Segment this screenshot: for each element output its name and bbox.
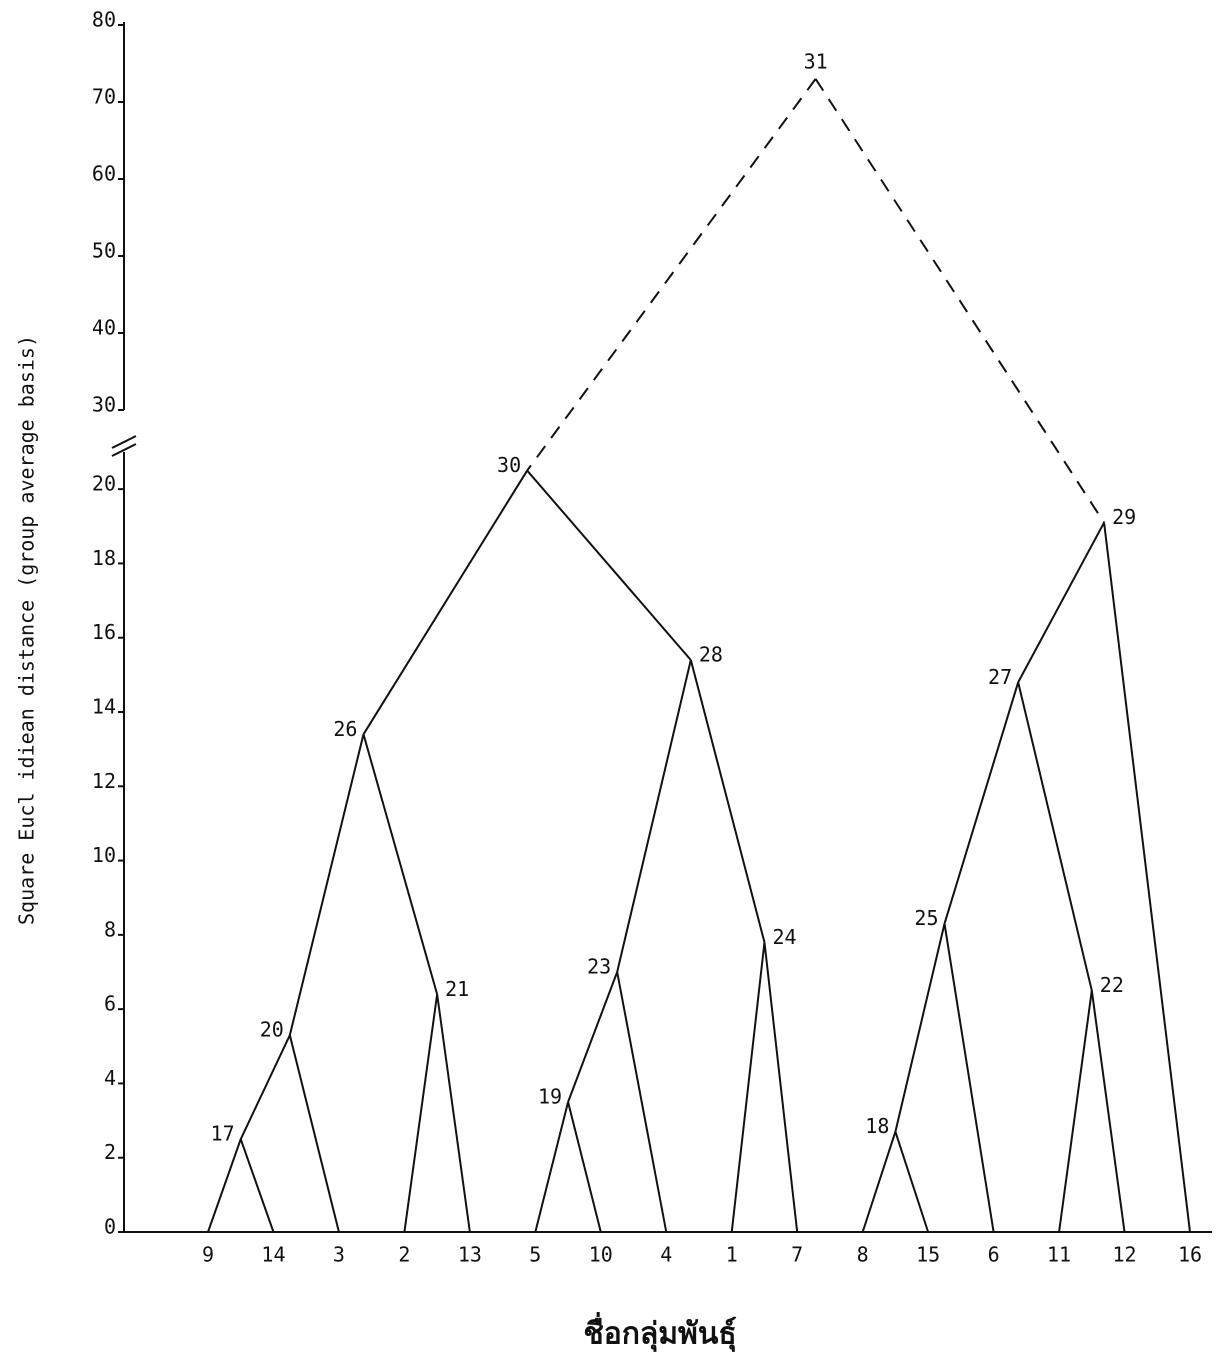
leaf-label: 10 — [589, 1243, 613, 1267]
leaf-label: 15 — [916, 1243, 940, 1267]
branch — [568, 1102, 601, 1232]
branch — [363, 471, 527, 735]
y-tick-label: 30 — [92, 393, 116, 417]
branch — [617, 972, 666, 1232]
y-tick-label: 50 — [92, 239, 116, 263]
y-tick-label: 6 — [104, 992, 116, 1016]
node-label: 22 — [1100, 973, 1124, 997]
leaf-label: 8 — [857, 1243, 869, 1267]
node-label: 28 — [699, 643, 723, 667]
leaf-label: 11 — [1047, 1243, 1071, 1267]
leaf-label: 16 — [1178, 1243, 1202, 1267]
leaf-label: 2 — [398, 1243, 410, 1267]
branch — [241, 1139, 274, 1232]
y-tick-label: 20 — [92, 472, 116, 496]
branch — [1092, 991, 1125, 1232]
branch — [691, 660, 765, 942]
leaf-label: 1 — [726, 1243, 738, 1267]
branch — [764, 942, 797, 1232]
leaf-label: 6 — [988, 1243, 1000, 1267]
branch — [732, 942, 765, 1232]
branch — [617, 660, 691, 972]
branch — [1018, 682, 1092, 990]
leaf-label: 9 — [202, 1243, 214, 1267]
node-label: 23 — [587, 955, 611, 979]
y-tick-label: 14 — [92, 695, 116, 719]
branch — [404, 994, 437, 1232]
y-tick-label: 16 — [92, 620, 116, 644]
y-axis-label: Square Eucl idiean distance (group avera… — [15, 335, 39, 925]
branch — [208, 1139, 241, 1232]
y-tick-label: 70 — [92, 85, 116, 109]
y-tick-label: 40 — [92, 316, 116, 340]
branch — [290, 1035, 339, 1232]
branch — [241, 1035, 290, 1139]
branch — [527, 471, 691, 660]
node-label: 19 — [538, 1085, 562, 1109]
y-tick-label: 80 — [92, 8, 116, 32]
branch — [363, 734, 437, 994]
branch — [437, 994, 470, 1232]
y-tick-label: 0 — [104, 1215, 116, 1239]
branch — [535, 1102, 568, 1232]
y-tick-label: 8 — [104, 917, 116, 941]
node-label: 24 — [772, 925, 796, 949]
branch — [863, 1132, 896, 1232]
leaf-label: 7 — [791, 1243, 803, 1267]
node-label: 31 — [804, 49, 828, 73]
leaf-label: 12 — [1112, 1243, 1136, 1267]
node-label: 25 — [914, 906, 938, 930]
node-label: 18 — [865, 1114, 889, 1138]
x-axis-label: ชื่อกลุ่มพันธุ์ — [583, 1312, 736, 1353]
leaf-label: 13 — [458, 1243, 482, 1267]
node-label: 27 — [988, 665, 1012, 689]
y-tick-label: 18 — [92, 546, 116, 570]
y-tick-label: 12 — [92, 769, 116, 793]
branch — [895, 924, 944, 1132]
branch — [1059, 991, 1092, 1232]
y-tick-label: 60 — [92, 162, 116, 186]
y-tick-label: 10 — [92, 843, 116, 867]
node-label: 26 — [333, 717, 357, 741]
node-label: 30 — [497, 453, 521, 477]
branch — [568, 972, 617, 1102]
node-label: 21 — [445, 977, 469, 1001]
leaf-label: 14 — [261, 1243, 285, 1267]
branch — [1104, 523, 1190, 1232]
branch — [290, 734, 364, 1035]
leaf-label: 3 — [333, 1243, 345, 1267]
branch — [527, 79, 815, 471]
branch — [895, 1132, 928, 1232]
branch — [945, 682, 1019, 923]
y-tick-label: 2 — [104, 1140, 116, 1164]
chart: Square Eucl idiean distance (group avera… — [0, 0, 1222, 1364]
leaf-label: 5 — [529, 1243, 541, 1267]
branch — [1018, 523, 1104, 683]
node-label: 17 — [211, 1122, 235, 1146]
branch — [816, 79, 1104, 523]
node-label: 20 — [260, 1018, 284, 1042]
branch — [945, 924, 994, 1232]
node-label: 29 — [1112, 505, 1136, 529]
leaf-label: 4 — [660, 1243, 672, 1267]
y-tick-label: 4 — [104, 1066, 116, 1090]
